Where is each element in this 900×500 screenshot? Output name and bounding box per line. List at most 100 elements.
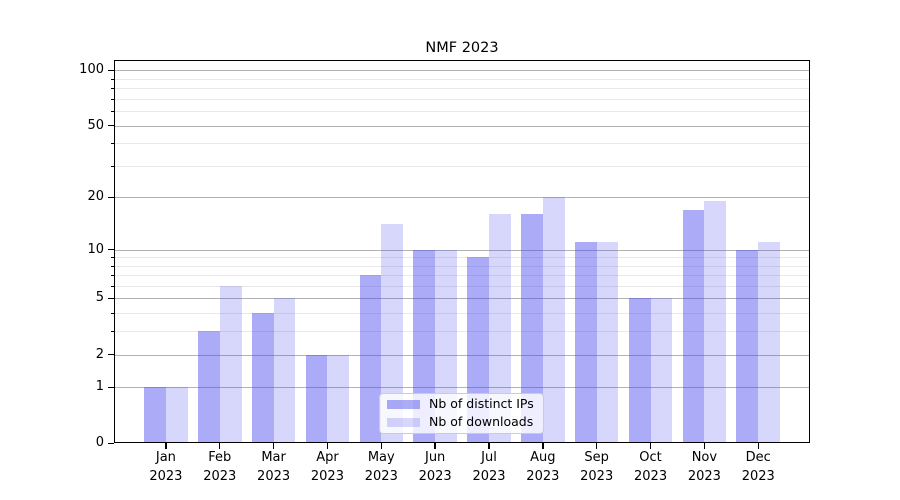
y-tick bbox=[107, 386, 114, 388]
legend-entry-distinct-ips: Nb of distinct IPs bbox=[387, 397, 536, 411]
x-tick bbox=[542, 443, 544, 450]
gridline-minor bbox=[114, 286, 810, 288]
y-tick-minor bbox=[110, 111, 114, 113]
y-tick bbox=[107, 196, 114, 198]
x-tick-label-year: 2023 bbox=[580, 468, 614, 484]
x-tick-label-month: Mar bbox=[261, 450, 286, 465]
y-tick bbox=[107, 442, 114, 444]
y-tick-label: 1 bbox=[95, 379, 104, 395]
y-tick-minor bbox=[110, 286, 114, 288]
y-tick-label: 5 bbox=[95, 290, 104, 306]
x-tick bbox=[596, 443, 598, 450]
x-tick-label-month: Nov bbox=[691, 450, 718, 465]
bar-downloads bbox=[758, 242, 781, 444]
gridline-minor bbox=[114, 111, 810, 113]
x-tick-label: Mar 2023 bbox=[242, 449, 306, 486]
y-tick-minor bbox=[110, 78, 114, 80]
gridline-minor bbox=[114, 331, 810, 333]
x-tick-label-year: 2023 bbox=[257, 468, 291, 484]
gridline-minor bbox=[114, 275, 810, 277]
gridline-minor bbox=[114, 78, 810, 80]
bar-downloads bbox=[327, 354, 350, 444]
gridline-minor bbox=[114, 313, 810, 315]
y-tick-minor bbox=[110, 265, 114, 267]
x-tick-label-year: 2023 bbox=[634, 468, 668, 484]
legend-swatch-distinct-ips bbox=[387, 399, 420, 409]
bar-distinct-ips bbox=[197, 331, 220, 444]
x-tick-label-year: 2023 bbox=[310, 468, 344, 484]
x-tick-label-month: Jun bbox=[424, 450, 446, 465]
x-tick-label: Oct 2023 bbox=[619, 449, 683, 486]
legend-label-distinct-ips: Nb of distinct IPs bbox=[429, 396, 534, 411]
bar-downloads bbox=[273, 298, 296, 444]
bar-downloads bbox=[165, 387, 188, 444]
x-tick-label: Aug 2023 bbox=[511, 449, 575, 486]
x-tick bbox=[703, 443, 706, 450]
gridline-minor bbox=[114, 265, 810, 267]
x-tick-label: Jan 2023 bbox=[134, 449, 198, 486]
x-tick-label-year: 2023 bbox=[472, 468, 506, 484]
gridline-major bbox=[114, 70, 810, 72]
y-tick-minor bbox=[110, 98, 114, 100]
x-tick-label-year: 2023 bbox=[149, 468, 183, 484]
y-tick bbox=[107, 297, 114, 300]
x-tick-label-month: Feb bbox=[208, 450, 232, 465]
x-tick bbox=[219, 443, 221, 450]
y-tick-label: 20 bbox=[87, 189, 104, 205]
bar-downloads bbox=[489, 214, 511, 444]
bar-distinct-ips bbox=[521, 214, 543, 444]
x-tick-label-month: Dec bbox=[745, 450, 771, 465]
gridline-major bbox=[114, 387, 810, 389]
gridline-minor bbox=[114, 143, 810, 145]
x-tick-label: Sep 2023 bbox=[565, 449, 629, 486]
y-tick-label: 2 bbox=[95, 346, 104, 362]
gridline-minor bbox=[114, 165, 810, 167]
bar-downloads bbox=[381, 224, 404, 444]
y-tick-minor bbox=[110, 165, 114, 167]
x-tick-label-month: Oct bbox=[639, 450, 662, 465]
x-tick-label: Nov 2023 bbox=[672, 449, 736, 486]
x-tick bbox=[165, 443, 167, 450]
x-tick-label: Dec 2023 bbox=[726, 449, 790, 486]
legend-label-downloads: Nb of downloads bbox=[429, 414, 534, 429]
y-tick-minor bbox=[110, 257, 114, 259]
bar-downloads bbox=[219, 286, 242, 444]
gridline-major bbox=[114, 249, 810, 251]
x-tick-label: Jun 2023 bbox=[403, 449, 467, 486]
y-tick-minor bbox=[110, 313, 114, 315]
x-tick bbox=[380, 443, 382, 450]
x-tick-label: May 2023 bbox=[349, 449, 413, 486]
x-tick bbox=[488, 443, 490, 450]
legend-swatch-downloads bbox=[387, 417, 420, 427]
bar-downloads bbox=[542, 197, 565, 444]
y-tick-minor bbox=[110, 331, 114, 333]
x-tick-label-month: Sep bbox=[584, 450, 609, 465]
x-tick-label-year: 2023 bbox=[687, 468, 721, 484]
gridline-minor bbox=[114, 88, 810, 90]
gridline-major bbox=[114, 125, 810, 127]
x-tick bbox=[649, 443, 652, 450]
bar-downloads bbox=[704, 201, 727, 444]
gridline-minor bbox=[114, 257, 810, 259]
y-tick bbox=[107, 69, 114, 71]
x-tick-label-year: 2023 bbox=[418, 468, 452, 484]
x-tick-label-year: 2023 bbox=[203, 468, 237, 484]
y-tick-minor bbox=[110, 88, 114, 90]
bar-downloads bbox=[650, 298, 673, 444]
bar-downloads bbox=[596, 242, 619, 444]
gridline-minor bbox=[114, 98, 810, 100]
y-tick-label: 100 bbox=[79, 62, 104, 78]
y-tick-label: 10 bbox=[87, 241, 104, 257]
y-tick bbox=[107, 248, 114, 251]
y-tick-label: 50 bbox=[87, 117, 104, 133]
x-tick-label-month: Jul bbox=[481, 450, 497, 465]
bar-distinct-ips bbox=[736, 249, 759, 444]
chart-title: NMF 2023 bbox=[425, 40, 499, 56]
bar-distinct-ips bbox=[628, 298, 651, 444]
x-tick-label-year: 2023 bbox=[741, 468, 775, 484]
gridline-major bbox=[114, 197, 810, 199]
x-tick-label: Apr 2023 bbox=[295, 449, 359, 486]
x-tick-label-month: Aug bbox=[530, 450, 556, 465]
x-tick-label-year: 2023 bbox=[364, 468, 398, 484]
